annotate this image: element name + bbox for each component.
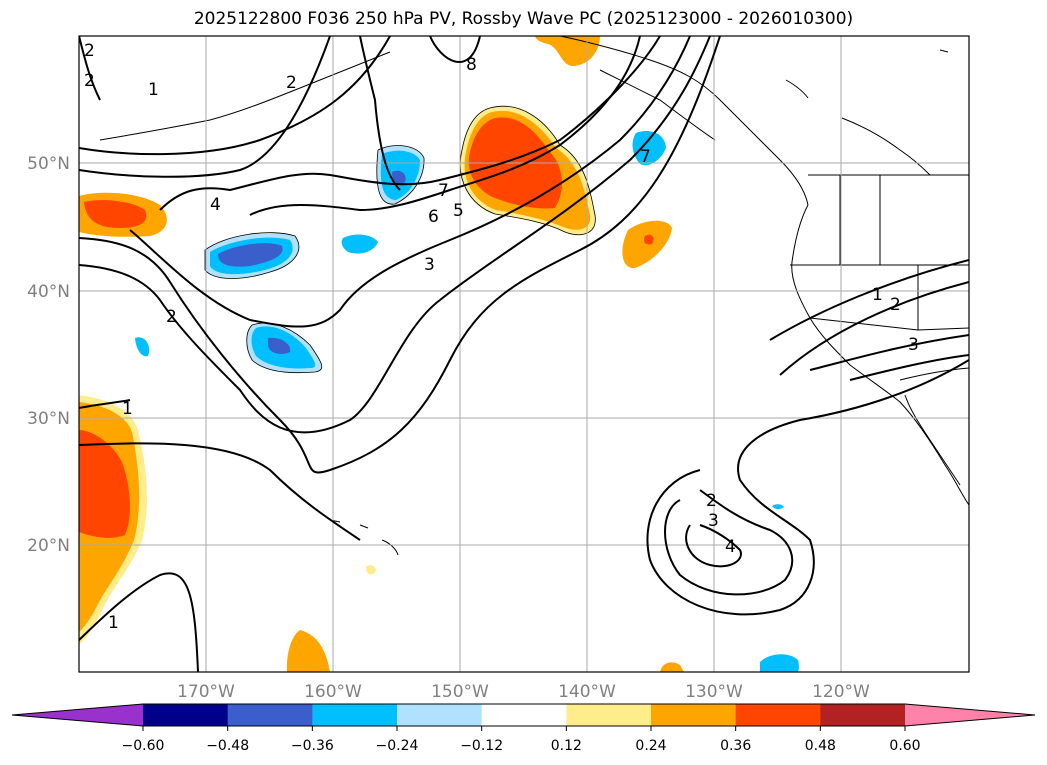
colorbar-tick-label: 0.60 xyxy=(889,738,920,754)
contour-label: 3 xyxy=(708,511,719,531)
coastlines xyxy=(99,36,969,556)
lon-label: 140°W xyxy=(558,682,616,702)
colorbar-tick-label: −0.36 xyxy=(291,738,334,754)
colorbar-tick-label: 0.36 xyxy=(720,738,751,754)
contour-label: 1 xyxy=(872,285,883,305)
map-area: 2 2 1 2 8 4 7 6 5 7 3 2 1 1 1 2 3 2 3 4 xyxy=(79,36,969,672)
colorbar-tick-label: 0.12 xyxy=(551,738,582,754)
contour-label: 8 xyxy=(466,55,477,75)
contour-label: 7 xyxy=(640,147,651,167)
colorbar-segment xyxy=(651,704,737,726)
colorbar-segment xyxy=(397,704,483,726)
contour-label: 2 xyxy=(166,307,177,327)
longitude-labels: 170°W 160°W 150°W 140°W 130°W 120°W xyxy=(177,682,870,702)
contour-label: 4 xyxy=(725,537,736,557)
contour-label: 1 xyxy=(122,399,133,419)
plot-title: 2025122800 F036 250 hPa PV, Rossby Wave … xyxy=(193,9,854,29)
contour-label: 3 xyxy=(424,255,435,275)
lat-label: 20°N xyxy=(27,536,70,556)
colorbar: −0.60 −0.48 −0.36 −0.24 −0.12 0.12 0.24 0.36 0.4… xyxy=(11,703,1036,754)
lat-label: 50°N xyxy=(27,154,70,174)
colorbar-tick-label: 0.24 xyxy=(635,738,666,754)
pv-contour xyxy=(79,36,391,156)
colorbar-segment xyxy=(735,704,821,726)
latitude-labels: 50°N 40°N 30°N 20°N xyxy=(27,154,70,556)
lon-label: 120°W xyxy=(812,682,870,702)
contour-label: 4 xyxy=(210,195,221,215)
lat-label: 40°N xyxy=(27,282,70,302)
colorbar-tick-label: −0.12 xyxy=(460,738,503,754)
contour-label: 1 xyxy=(108,613,119,633)
colorbar-extend-low xyxy=(12,704,143,726)
lon-label: 130°W xyxy=(685,682,743,702)
colorbar-segment xyxy=(227,704,313,726)
contour-label: 2 xyxy=(706,491,717,511)
colorbar-segment xyxy=(820,704,906,726)
lon-label: 160°W xyxy=(304,682,362,702)
contour-label: 2 xyxy=(84,41,95,61)
colorbar-segment xyxy=(481,704,567,726)
lon-label: 170°W xyxy=(177,682,235,702)
lon-label: 150°W xyxy=(431,682,489,702)
map-frame xyxy=(78,35,970,673)
alaska-coast xyxy=(559,36,809,206)
contour-label: 5 xyxy=(453,201,464,221)
contour-label: 3 xyxy=(908,335,919,355)
colorbar-segment xyxy=(566,704,652,726)
colorbar-tick-label: −0.60 xyxy=(122,738,165,754)
contour-label: 2 xyxy=(890,295,901,315)
contour-labels: 2 2 1 2 8 4 7 6 5 7 3 2 1 1 1 2 3 2 3 4 xyxy=(84,41,919,633)
colorbar-segment xyxy=(312,704,398,726)
contour-label: 1 xyxy=(148,80,159,100)
colorbar-segment xyxy=(143,704,229,726)
pv-anomaly-shading xyxy=(79,36,799,672)
colorbar-tick-label: 0.48 xyxy=(805,738,836,754)
lat-label: 30°N xyxy=(27,409,70,429)
colorbar-tick-label: −0.48 xyxy=(206,738,249,754)
contour-label: 2 xyxy=(84,71,95,91)
contour-label: 2 xyxy=(286,73,297,93)
contour-label: 7 xyxy=(438,181,449,201)
colorbar-extend-high xyxy=(905,704,1035,726)
colorbar-tick-label: −0.24 xyxy=(376,738,419,754)
pv-contours xyxy=(79,36,969,672)
contour-label: 6 xyxy=(428,207,439,227)
